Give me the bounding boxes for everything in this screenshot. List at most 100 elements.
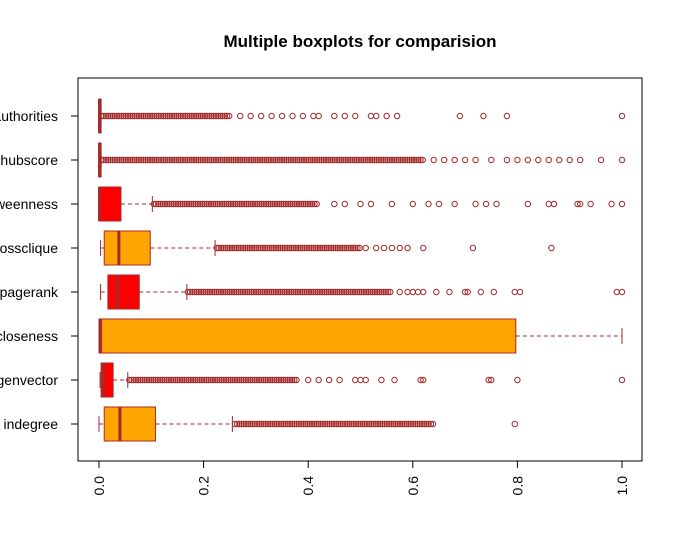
outlier-point bbox=[414, 420, 421, 428]
outlier-point bbox=[336, 244, 344, 252]
outlier-point bbox=[253, 420, 261, 428]
y-tick-label: closeness bbox=[0, 328, 58, 344]
outlier-point bbox=[286, 376, 294, 384]
outlier-point bbox=[172, 200, 180, 208]
outlier-point bbox=[548, 244, 555, 252]
outlier-point bbox=[236, 420, 243, 428]
outlier-point bbox=[232, 200, 239, 208]
outlier-point bbox=[257, 112, 265, 120]
outlier-point bbox=[299, 288, 306, 296]
outlier-point bbox=[312, 244, 319, 252]
outlier-point bbox=[362, 156, 369, 164]
outlier-point bbox=[349, 288, 357, 296]
outlier-point bbox=[176, 376, 184, 384]
outlier-point bbox=[254, 200, 261, 208]
outlier-point bbox=[166, 156, 174, 164]
outlier-point bbox=[161, 200, 169, 208]
outlier-point bbox=[318, 288, 326, 296]
outlier-point bbox=[223, 200, 230, 208]
outlier-point bbox=[197, 288, 205, 296]
outlier-point bbox=[199, 156, 207, 164]
outlier-point bbox=[314, 288, 321, 296]
outlier-point bbox=[274, 156, 281, 164]
outlier-point bbox=[260, 200, 268, 208]
outlier-point bbox=[188, 112, 196, 120]
outlier-point bbox=[371, 288, 379, 296]
outlier-point bbox=[175, 156, 182, 164]
outlier-point bbox=[283, 288, 291, 296]
outlier-point bbox=[373, 156, 380, 164]
outlier-point bbox=[189, 288, 196, 296]
outlier-point bbox=[143, 376, 151, 384]
outlier-point bbox=[168, 112, 176, 120]
outlier-point bbox=[332, 244, 339, 252]
outlier-point bbox=[107, 112, 114, 120]
outlier-point bbox=[362, 244, 369, 252]
outlier-point bbox=[277, 376, 285, 384]
outlier-point bbox=[164, 156, 171, 164]
outlier-point bbox=[343, 244, 350, 252]
outlier-point bbox=[194, 376, 201, 384]
outlier-point bbox=[195, 288, 203, 296]
plot-layer bbox=[98, 98, 626, 442]
box-iqr bbox=[103, 406, 156, 442]
outlier-point bbox=[366, 156, 374, 164]
outlier-point bbox=[341, 420, 349, 428]
outlier-point bbox=[153, 156, 160, 164]
outlier-point bbox=[425, 200, 432, 208]
outlier-point bbox=[409, 200, 416, 208]
outlier-point bbox=[267, 200, 274, 208]
outlier-point bbox=[208, 156, 215, 164]
outlier-point bbox=[204, 156, 211, 164]
outlier-point bbox=[217, 112, 224, 120]
outlier-point bbox=[256, 420, 263, 428]
outlier-point bbox=[372, 244, 380, 252]
outlier-point bbox=[390, 420, 397, 428]
outlier-point bbox=[269, 200, 276, 208]
outlier-point bbox=[131, 156, 138, 164]
outlier-point bbox=[277, 288, 284, 296]
outlier-point bbox=[124, 156, 132, 164]
outlier-point bbox=[242, 244, 249, 252]
outlier-point bbox=[288, 288, 295, 296]
outlier-point bbox=[296, 288, 304, 296]
outlier-point bbox=[155, 112, 163, 120]
outlier-point bbox=[166, 112, 174, 120]
outlier-point bbox=[293, 200, 301, 208]
outlier-point bbox=[349, 156, 356, 164]
outlier-point bbox=[351, 156, 358, 164]
outlier-point bbox=[253, 376, 261, 384]
outlier-point bbox=[355, 420, 362, 428]
outlier-point bbox=[335, 420, 342, 428]
outlier-point bbox=[236, 200, 243, 208]
outlier-point bbox=[514, 376, 521, 384]
outlier-point bbox=[153, 112, 160, 120]
outlier-point bbox=[305, 244, 313, 252]
outlier-point bbox=[423, 420, 430, 428]
outlier-point bbox=[336, 156, 343, 164]
outlier-point bbox=[183, 376, 190, 384]
outlier-point bbox=[356, 244, 363, 252]
outlier-point bbox=[219, 156, 226, 164]
outlier-point bbox=[298, 200, 305, 208]
outlier-point bbox=[159, 200, 166, 208]
outlier-point bbox=[163, 200, 171, 208]
outlier-point bbox=[231, 376, 239, 384]
outlier-point bbox=[234, 420, 241, 428]
outlier-point bbox=[325, 376, 333, 384]
outlier-point bbox=[227, 376, 234, 384]
outliers bbox=[184, 288, 626, 296]
outlier-point bbox=[276, 200, 283, 208]
outlier-point bbox=[275, 244, 282, 252]
outlier-point bbox=[247, 420, 254, 428]
outlier-point bbox=[412, 420, 419, 428]
outlier-point bbox=[247, 112, 254, 120]
outlier-point bbox=[155, 200, 162, 208]
outlier-point bbox=[145, 376, 153, 384]
outlier-point bbox=[401, 420, 408, 428]
outlier-point bbox=[223, 112, 231, 120]
outlier-point bbox=[322, 420, 329, 428]
outlier-point bbox=[367, 200, 375, 208]
outlier-point bbox=[262, 420, 269, 428]
